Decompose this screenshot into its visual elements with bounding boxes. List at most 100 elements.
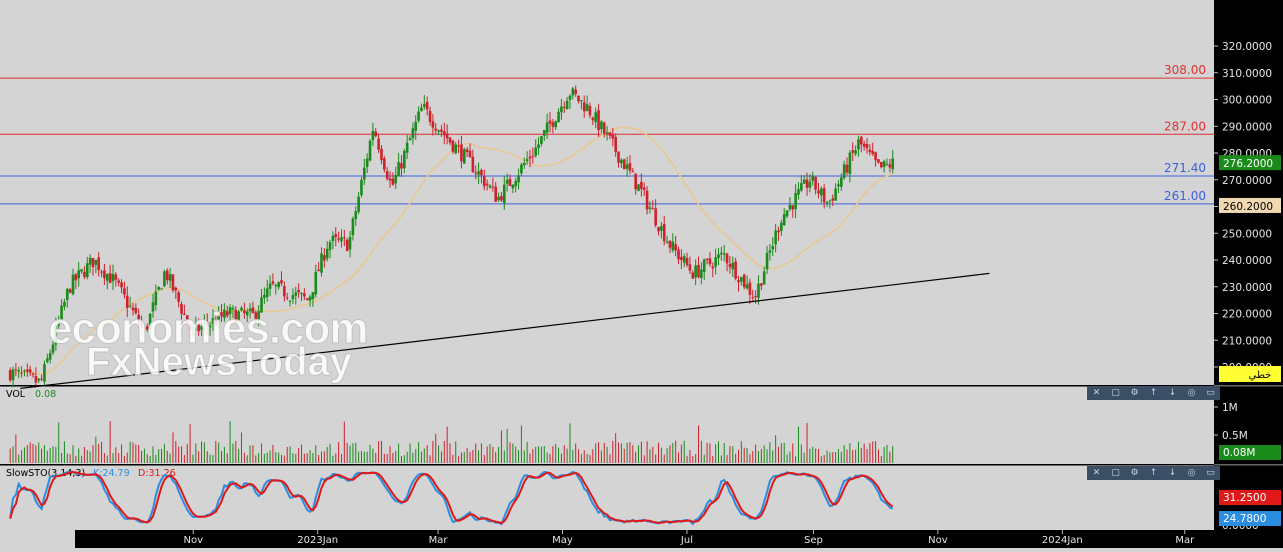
candle-body xyxy=(817,190,820,194)
panel-separator xyxy=(0,385,1214,387)
candle-body xyxy=(394,175,398,184)
ma-value-badge xyxy=(1219,197,1281,213)
candle-body xyxy=(651,208,655,210)
candle-body xyxy=(631,171,635,173)
volume-panel-toolbar: ✕ ▢ ⚙ ↑ ↓ ◎ ▭ xyxy=(1087,386,1220,400)
candle-body xyxy=(85,263,89,278)
candle-body xyxy=(143,327,146,329)
candle-body xyxy=(582,102,586,112)
candle-body xyxy=(434,128,438,131)
candle-body xyxy=(134,307,138,313)
candle-body xyxy=(194,322,198,326)
candle-body xyxy=(168,274,172,281)
candle-body xyxy=(51,344,55,353)
candle-body xyxy=(203,322,206,325)
candle-body xyxy=(28,369,32,373)
level-label: 308.00 xyxy=(1164,63,1206,77)
candle-body xyxy=(48,352,52,360)
candle-body xyxy=(131,307,135,311)
candle-body xyxy=(840,177,843,187)
last-price-badge xyxy=(1219,155,1281,171)
candle-body xyxy=(542,130,546,136)
candle-body xyxy=(820,188,823,196)
candle-body xyxy=(45,358,49,362)
candle-body xyxy=(854,150,857,155)
volume-title: VOL xyxy=(6,389,26,400)
candle-body xyxy=(217,311,220,324)
stoch-d-label: D:31.26 xyxy=(138,468,176,479)
candle-body xyxy=(137,314,140,323)
candle-body xyxy=(597,110,600,131)
candle-body xyxy=(74,274,78,281)
candle-body xyxy=(305,298,309,300)
candle-body xyxy=(31,373,35,375)
candle-body xyxy=(174,287,178,291)
candle-body xyxy=(248,308,252,312)
watermark-economies: economies.com xyxy=(48,304,370,354)
candle-body xyxy=(357,196,360,212)
settings-icon[interactable]: ⚙ xyxy=(1130,388,1139,398)
candle-body xyxy=(682,256,686,263)
candle-body xyxy=(428,110,432,122)
candle-body xyxy=(91,257,95,268)
candle-body xyxy=(114,274,118,280)
volume-badge-text: 0.08M xyxy=(1223,447,1255,459)
level-label: 271.40 xyxy=(1164,161,1206,175)
candle-body xyxy=(408,138,412,141)
candle-body xyxy=(97,257,101,271)
candle-body xyxy=(225,311,229,316)
candle-body xyxy=(400,163,403,169)
candle-body xyxy=(828,200,832,202)
candle-body xyxy=(508,178,512,187)
candle-body xyxy=(562,106,566,108)
volume-tick-label: 0.5M xyxy=(1222,430,1248,442)
candle-body xyxy=(291,295,295,300)
time-tick-label: Jul xyxy=(680,535,693,546)
candle-body xyxy=(777,230,780,233)
move-up-icon[interactable]: ↑ xyxy=(1149,388,1158,398)
indicator-icon[interactable]: ◎ xyxy=(1187,388,1196,398)
close-icon[interactable]: ✕ xyxy=(1092,388,1101,398)
candle-body xyxy=(794,193,797,210)
move-down-icon[interactable]: ↓ xyxy=(1168,468,1177,478)
candle-body xyxy=(328,242,332,250)
candle-body xyxy=(17,370,21,372)
candle-body xyxy=(551,122,555,127)
candle-body xyxy=(748,282,752,295)
candle-body xyxy=(83,271,86,278)
candle-body xyxy=(680,256,683,261)
candle-body xyxy=(205,322,209,326)
move-down-icon[interactable]: ↓ xyxy=(1168,388,1177,398)
move-up-icon[interactable]: ↑ xyxy=(1149,468,1158,478)
candle-body xyxy=(514,181,518,187)
candle-body xyxy=(725,253,729,264)
candle-body xyxy=(445,133,449,139)
price-tick-label: 270.0000 xyxy=(1222,175,1272,187)
candle-body xyxy=(471,156,475,173)
last-price-badge-text: 276.2000 xyxy=(1223,158,1273,170)
candle-body xyxy=(25,369,29,372)
close-icon[interactable]: ✕ xyxy=(1092,468,1101,478)
candle-body xyxy=(860,136,863,145)
minimize-icon[interactable]: ▭ xyxy=(1206,468,1215,478)
minimize-icon[interactable]: ▭ xyxy=(1206,388,1215,398)
candle-body xyxy=(191,327,195,329)
candle-body xyxy=(123,288,126,295)
volume-tick-label: 1M xyxy=(1222,402,1238,414)
candle-body xyxy=(40,378,43,380)
settings-icon[interactable]: ⚙ xyxy=(1130,468,1139,478)
candle-body xyxy=(454,144,458,154)
indicator-icon[interactable]: ◎ xyxy=(1187,468,1196,478)
candle-body xyxy=(497,196,500,201)
restore-icon[interactable]: ▢ xyxy=(1111,468,1120,478)
restore-icon[interactable]: ▢ xyxy=(1111,388,1120,398)
candle-body xyxy=(111,273,115,282)
candle-body xyxy=(237,311,240,321)
candle-body xyxy=(605,132,609,134)
candle-body xyxy=(571,88,575,96)
candle-body xyxy=(848,152,852,175)
candle-body xyxy=(71,274,75,295)
candle-body xyxy=(351,218,355,236)
